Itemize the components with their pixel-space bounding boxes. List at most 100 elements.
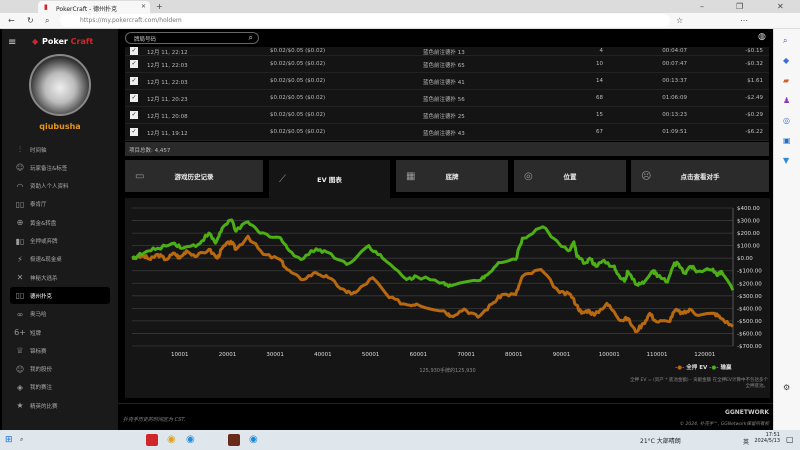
sidebar-item[interactable]: ☺ 玩家备注&标签 — [10, 159, 110, 176]
sidebar-item[interactable]: ✕ 神秘大逃杀 — [10, 269, 110, 286]
sidebar-item[interactable]: ⫶ 时间轴 — [10, 141, 110, 158]
cell-duration: 00:13:23 — [662, 112, 687, 118]
copyright: © 2024, 扑克手™, GGNetwork保留所有权 — [679, 422, 769, 427]
table-row[interactable]: ✓ 12月 11, 20:23 $0.02/$0.05 ($0.02) 蓝色前注… — [125, 90, 769, 107]
refresh-icon[interactable]: ↻ — [27, 16, 34, 25]
trophy-icon: ♕ — [16, 346, 24, 356]
hand-search-input[interactable]: 牌局号码 ⌕ — [125, 32, 259, 44]
row-checkbox[interactable]: ✓ — [130, 60, 138, 68]
row-checkbox[interactable]: ✓ — [130, 47, 138, 55]
browser-tab[interactable]: ▮ PokerCraft - 德州扑克 ✕ — [38, 1, 150, 13]
row-checkbox[interactable]: ✓ — [130, 77, 138, 85]
elite-icon: ★ — [16, 401, 24, 411]
edge-tools-icon[interactable]: ▰ — [783, 76, 790, 85]
input-language[interactable]: 英 — [743, 439, 750, 446]
shortdeck-icon: 6+ — [14, 328, 26, 337]
app-icon-poker[interactable] — [228, 434, 240, 446]
table-row[interactable]: ✓ 12月 11, 20:08 $0.02/$0.05 ($0.02) 蓝色前注… — [125, 107, 769, 124]
x-tick-label: 120001 — [694, 352, 715, 358]
taskbar-search[interactable]: ⌕ — [20, 436, 24, 443]
legend-result[interactable]: -●- 输赢 — [709, 365, 732, 371]
app-icon-youdao[interactable] — [146, 434, 158, 446]
search-icon[interactable]: ⌕ — [45, 16, 50, 25]
clock[interactable]: 17:51 2024/5/13 — [754, 432, 780, 444]
notification-icon[interactable]: ▢ — [786, 435, 794, 444]
hamburger-menu-icon[interactable]: ≡ — [8, 37, 17, 48]
sidebar-item[interactable]: ⊕ 黄金&转盘 — [10, 214, 110, 231]
series-line-1 — [131, 234, 734, 334]
chrome-icon[interactable]: ◉ — [167, 434, 176, 445]
edge-office-icon[interactable]: ◎ — [783, 116, 790, 125]
table-row[interactable]: ✓ 12月 11, 22:12 $0.02/$0.05 ($0.02) 蓝色前注… — [125, 47, 769, 56]
edge-outlook-icon[interactable]: ▣ — [783, 136, 791, 145]
sidebar-item[interactable]: ☺ 我的股份 — [10, 361, 110, 378]
edge-search-icon[interactable]: ⌕ — [783, 36, 788, 45]
sidebar-item[interactable]: ♕ 锦标赛 — [10, 342, 110, 359]
search-icon[interactable]: ⌕ — [248, 33, 253, 42]
line-chart-icon: ⟋ — [279, 173, 286, 185]
close-window-icon[interactable]: ✕ — [777, 2, 784, 11]
row-checkbox[interactable]: ✓ — [130, 111, 138, 119]
row-checkbox[interactable]: ✓ — [130, 94, 138, 102]
cell-duration: 01:06:09 — [662, 95, 687, 101]
x-tick-label: 20001 — [219, 352, 237, 358]
chart-legend: -●- 全押 EV -●- 输赢 — [675, 363, 731, 371]
tab-2[interactable]: ⟋ EV 图表 — [269, 160, 390, 198]
tab-4[interactable]: ◎ 位置 — [514, 160, 626, 192]
more-icon[interactable]: ⋯ — [740, 16, 748, 25]
sidebar-item-label: 极速&现金桌 — [30, 257, 62, 264]
cell-stakes: $0.02/$0.05 ($0.02) — [270, 112, 326, 118]
legend-allin-ev[interactable]: -●- 全押 EV — [675, 365, 708, 371]
url-input[interactable]: https://my.pokercraft.com/holdem — [60, 14, 670, 27]
sidebar-item[interactable]: ★ 精英的比赛 — [10, 397, 110, 414]
sidebar-item[interactable]: ▯▯ 德州扑克 — [10, 287, 110, 305]
edge-settings-icon[interactable]: ⚙ — [783, 383, 791, 392]
edge-games-icon[interactable]: ♟ — [783, 96, 791, 105]
close-tab-icon[interactable]: ✕ — [140, 3, 146, 10]
mystery-icon: ✕ — [16, 273, 24, 283]
table-row[interactable]: ✓ 12月 11, 19:12 $0.02/$0.05 ($0.02) 蓝色前注… — [125, 124, 769, 141]
tab-3[interactable]: ▦ 底牌 — [396, 160, 508, 192]
cell-stakes: $0.02/$0.05 ($0.02) — [270, 48, 326, 54]
globe-icon[interactable]: ◍ — [758, 32, 766, 42]
sidebar-item-label: 时间轴 — [30, 147, 47, 154]
sidebar-item[interactable]: ▮▯ 全押或弃牌 — [10, 233, 110, 250]
ev-chart: $400.00 $300.00 $200.00 $100.00 $0.00 -$100.0… — [131, 206, 762, 358]
tab-5[interactable]: ☹ 点击查看对手 — [631, 160, 769, 192]
weather[interactable]: 21°C 大部晴朗 — [640, 438, 681, 445]
edge-taskbar-icon[interactable]: ◉ — [249, 434, 258, 445]
sidebar-item[interactable]: ⚡ 极速&现金桌 — [10, 251, 110, 268]
back-icon[interactable]: ← — [8, 16, 15, 25]
sidebar-item[interactable]: ◠ 资助人个人资料 — [10, 178, 110, 195]
minimize-icon[interactable]: – — [700, 2, 704, 11]
favorites-star-icon[interactable]: ☆ — [676, 16, 684, 25]
sidebar-item[interactable]: ∞ 奥马哈 — [10, 306, 110, 323]
sidebar-item[interactable]: 6+ 短牌 — [10, 324, 110, 341]
timezone-note: 扑克手历史的时间区为 CST. — [123, 417, 186, 423]
tab-1[interactable]: ▭ 游戏历史记录 — [125, 160, 263, 192]
table-row[interactable]: ✓ 12月 11, 22:03 $0.02/$0.05 ($0.02) 蓝色前注… — [125, 73, 769, 90]
edge-drop-icon[interactable]: ▼ — [783, 156, 790, 165]
sidebar-item[interactable]: ▯▯ 泰肯厅 — [10, 196, 110, 213]
row-checkbox[interactable]: ✓ — [130, 128, 138, 136]
cell-date: 12月 11, 22:03 — [147, 63, 188, 69]
sidebar-item[interactable]: ◈ 我的赛注 — [10, 379, 110, 396]
restore-icon[interactable]: ❐ — [736, 2, 744, 11]
opponent-icon: ☹ — [641, 170, 652, 182]
chart-note: 全押 EV = (资产 * 底池金额) - 贡献金额 在全押EV计算中不包括多个… — [630, 378, 768, 389]
edge-shopping-icon[interactable]: ◆ — [783, 56, 790, 65]
logo-text: Poker Craft — [42, 37, 94, 46]
table-row[interactable]: ✓ 12月 11, 22:03 $0.02/$0.05 ($0.02) 蓝色前注… — [125, 56, 769, 73]
x-tick-label: 100001 — [599, 352, 620, 358]
tab-title: PokerCraft - 德州扑克 — [56, 6, 118, 13]
rush-icon: ⚡ — [17, 254, 23, 264]
cell-table-name: 蓝色前注德扑 56 — [423, 97, 465, 103]
avatar[interactable] — [29, 54, 91, 116]
y-tick-label: $0.00 — [737, 256, 753, 262]
x-tick-label: 50001 — [362, 352, 380, 358]
cell-duration: 00:04:07 — [662, 48, 687, 54]
new-tab-icon[interactable]: + — [156, 2, 163, 11]
cell-table-name: 蓝色前注德扑 43 — [423, 131, 465, 137]
windows-start-icon[interactable]: ⊞ — [5, 435, 13, 445]
app-icon-blue[interactable]: ◉ — [186, 434, 195, 445]
